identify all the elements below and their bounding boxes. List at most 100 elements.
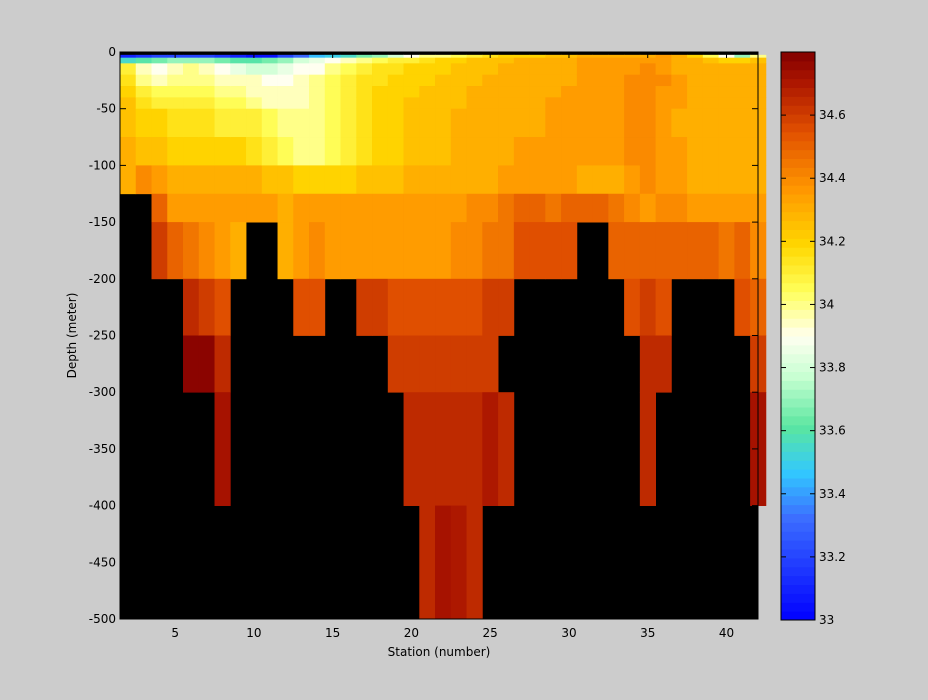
heatmap-cell	[466, 505, 483, 620]
colorbar-tick-label: 34.2	[819, 234, 846, 248]
heatmap-cell	[419, 57, 436, 64]
heatmap-cell	[324, 193, 341, 223]
heatmap-cell	[545, 193, 562, 223]
heatmap-cell	[214, 392, 231, 506]
heatmap-cell	[482, 74, 499, 87]
heatmap-cell	[592, 108, 609, 138]
heatmap-cell	[387, 97, 404, 110]
colorbar-segment	[781, 300, 815, 310]
x-tick-label: 30	[561, 626, 576, 640]
heatmap-cell	[655, 278, 672, 336]
colorbar-segment	[781, 344, 815, 355]
heatmap-cell	[183, 74, 200, 87]
y-tick-label: -400	[89, 499, 116, 513]
heatmap-cell	[324, 63, 341, 76]
heatmap-cell	[687, 54, 704, 59]
heatmap-cell	[592, 97, 609, 110]
colorbar-tick-label: 33.4	[819, 487, 846, 501]
heatmap-cell	[387, 278, 404, 336]
heatmap-cell	[309, 278, 326, 336]
heatmap-cell	[529, 137, 546, 166]
heatmap-cell	[734, 278, 751, 336]
y-axis: 0 -50 -100 -150 -200 -250 -300 -350 -400 -450 -500	[89, 45, 758, 626]
heatmap-cell	[435, 137, 452, 166]
heatmap-cell	[576, 86, 593, 98]
heatmap-cell	[529, 57, 546, 64]
heatmap-cell	[419, 63, 436, 76]
colorbar-segment	[781, 158, 815, 168]
heatmap-cell	[482, 222, 499, 280]
colorbar-segment	[781, 78, 815, 88]
heatmap-cell	[356, 86, 373, 98]
colorbar-segment	[781, 87, 815, 97]
heatmap-cell	[639, 74, 656, 87]
heatmap-cell	[419, 74, 436, 87]
colorbar-segment	[781, 336, 815, 346]
heatmap-cell	[435, 335, 452, 393]
heatmap-cell	[183, 222, 200, 280]
heatmap-cell	[135, 54, 152, 59]
heatmap-cell	[435, 57, 452, 64]
heatmap-cell	[293, 54, 310, 59]
heatmap-cell	[498, 97, 515, 110]
heatmap-cell	[198, 165, 215, 195]
heatmap-cell	[466, 137, 483, 166]
heatmap-cell	[624, 165, 641, 195]
heatmap-cell	[702, 108, 720, 138]
colorbar-segment	[781, 504, 815, 514]
heatmap-cell	[419, 335, 436, 393]
heatmap-cell	[450, 57, 467, 64]
heatmap-cell	[183, 54, 200, 59]
y-tick-label: -100	[89, 158, 116, 172]
heatmap-cell	[387, 74, 404, 87]
heatmap-cell	[529, 74, 546, 87]
heatmap-cell	[309, 97, 326, 110]
heatmap-cell	[608, 74, 625, 87]
heatmap-cell	[687, 108, 704, 138]
heatmap-cell	[639, 222, 656, 280]
heatmap-cell	[198, 278, 215, 336]
heatmap-cell	[120, 137, 137, 166]
heatmap-cell	[230, 86, 247, 98]
heatmap-cell	[135, 86, 152, 98]
heatmap-cell	[561, 86, 578, 98]
heatmap-cell	[639, 108, 656, 138]
colorbar-segment	[781, 69, 815, 80]
heatmap-cell	[261, 63, 278, 76]
heatmap-cell	[702, 63, 720, 76]
heatmap-cell	[246, 86, 263, 98]
heatmap-cell	[498, 137, 515, 166]
heatmap-cell	[482, 63, 499, 76]
colorbar-segment	[781, 362, 815, 372]
heatmap-cell	[293, 108, 310, 138]
heatmap-cell	[450, 137, 467, 166]
heatmap-cell	[246, 137, 263, 166]
heatmap-cell	[230, 137, 247, 166]
heatmap-cell	[655, 86, 672, 98]
heatmap-cell	[734, 63, 751, 76]
colorbar-segment	[781, 52, 815, 62]
heatmap-cell	[214, 278, 231, 336]
colorbar-tick-label: 33	[819, 613, 834, 627]
x-tick-label: 40	[719, 626, 734, 640]
heatmap-cell	[576, 74, 593, 87]
heatmap-cell	[183, 193, 200, 223]
heatmap-cell	[324, 86, 341, 98]
heatmap-cell	[277, 193, 294, 223]
heatmap-cell	[372, 222, 389, 280]
heatmap-cell	[529, 97, 546, 110]
heatmap-cell	[198, 193, 215, 223]
heatmap-cell	[277, 222, 294, 280]
heatmap-cell	[576, 54, 593, 59]
colorbar-segment	[781, 593, 815, 603]
y-tick-label: -350	[89, 442, 116, 456]
heatmap-cell	[545, 137, 562, 166]
heatmap-cell	[324, 108, 341, 138]
heatmap-cell	[403, 193, 420, 223]
colorbar-segment	[781, 131, 815, 142]
heatmap-cell	[466, 97, 483, 110]
heatmap-cell	[498, 108, 515, 138]
heatmap-cell	[246, 193, 263, 223]
heatmap-cell	[687, 193, 704, 223]
